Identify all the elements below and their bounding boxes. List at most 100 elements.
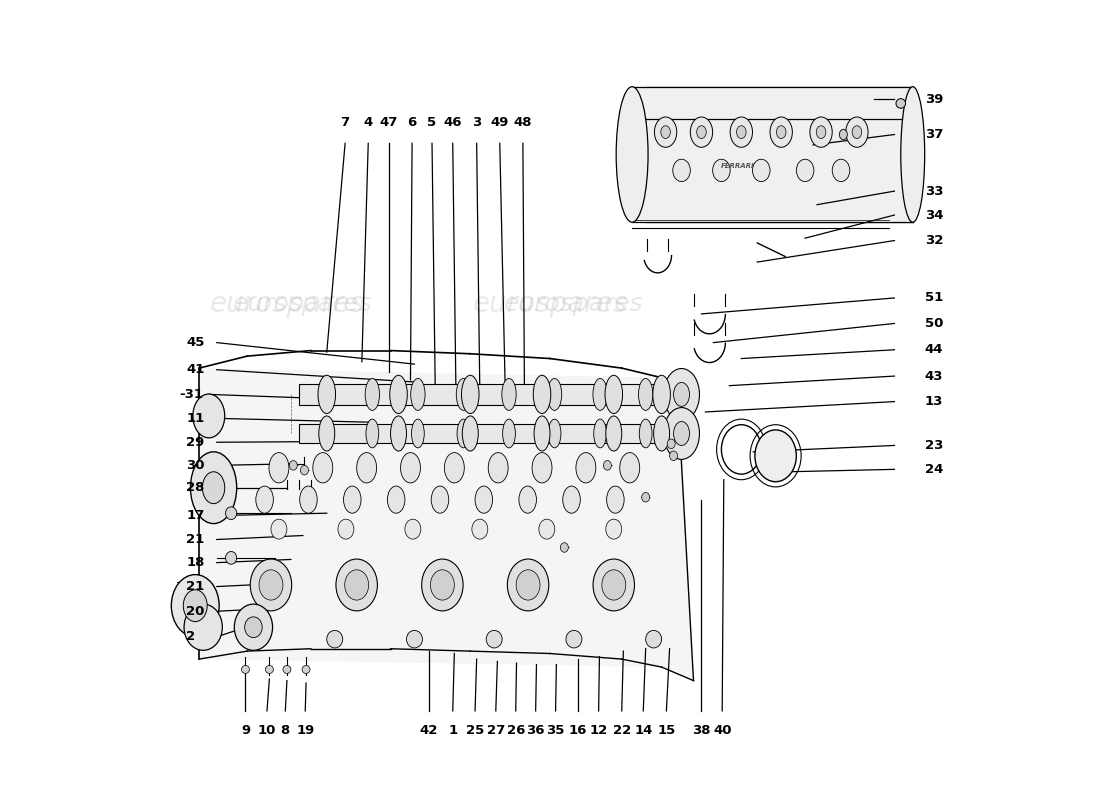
Ellipse shape bbox=[366, 419, 378, 448]
Ellipse shape bbox=[653, 416, 670, 451]
Text: 20: 20 bbox=[187, 605, 205, 618]
Ellipse shape bbox=[796, 159, 814, 182]
Ellipse shape bbox=[270, 453, 289, 483]
Ellipse shape bbox=[663, 369, 700, 420]
Ellipse shape bbox=[503, 419, 516, 448]
Ellipse shape bbox=[833, 159, 850, 182]
Ellipse shape bbox=[646, 630, 661, 648]
Ellipse shape bbox=[226, 551, 236, 564]
Ellipse shape bbox=[202, 472, 224, 504]
Ellipse shape bbox=[184, 604, 222, 650]
Ellipse shape bbox=[548, 378, 562, 410]
Ellipse shape bbox=[565, 630, 582, 648]
Ellipse shape bbox=[365, 378, 380, 410]
Ellipse shape bbox=[654, 117, 676, 147]
Text: 39: 39 bbox=[925, 93, 943, 106]
Text: 48: 48 bbox=[514, 116, 532, 129]
Text: 50: 50 bbox=[925, 317, 943, 330]
Text: eurospares: eurospares bbox=[504, 292, 644, 316]
Ellipse shape bbox=[652, 375, 670, 414]
Ellipse shape bbox=[299, 486, 317, 514]
Ellipse shape bbox=[606, 486, 624, 514]
Ellipse shape bbox=[896, 98, 905, 108]
Text: -31: -31 bbox=[179, 388, 204, 401]
Ellipse shape bbox=[852, 126, 861, 138]
Ellipse shape bbox=[405, 519, 421, 539]
Ellipse shape bbox=[602, 570, 626, 600]
Text: 23: 23 bbox=[925, 439, 943, 452]
Ellipse shape bbox=[320, 378, 334, 410]
Ellipse shape bbox=[410, 378, 425, 410]
Ellipse shape bbox=[594, 419, 606, 448]
Ellipse shape bbox=[605, 375, 623, 414]
Text: 16: 16 bbox=[569, 725, 587, 738]
Ellipse shape bbox=[258, 570, 283, 600]
Ellipse shape bbox=[839, 130, 847, 140]
Text: 26: 26 bbox=[506, 725, 525, 738]
Text: 8: 8 bbox=[280, 725, 290, 738]
Ellipse shape bbox=[661, 126, 670, 138]
Text: 15: 15 bbox=[658, 725, 675, 738]
Ellipse shape bbox=[184, 590, 207, 622]
Ellipse shape bbox=[770, 117, 792, 147]
Text: 5: 5 bbox=[428, 116, 437, 129]
FancyBboxPatch shape bbox=[299, 424, 678, 443]
Ellipse shape bbox=[616, 86, 648, 222]
Text: 27: 27 bbox=[486, 725, 505, 738]
Ellipse shape bbox=[534, 375, 551, 414]
Ellipse shape bbox=[673, 422, 690, 446]
Ellipse shape bbox=[400, 453, 420, 483]
Text: 33: 33 bbox=[925, 185, 943, 198]
Ellipse shape bbox=[234, 604, 273, 650]
Ellipse shape bbox=[673, 382, 690, 406]
Ellipse shape bbox=[563, 486, 581, 514]
Ellipse shape bbox=[190, 452, 236, 523]
Ellipse shape bbox=[606, 519, 621, 539]
Ellipse shape bbox=[462, 416, 478, 451]
Ellipse shape bbox=[535, 416, 550, 451]
Ellipse shape bbox=[810, 117, 833, 147]
Ellipse shape bbox=[604, 461, 612, 470]
Text: eurospares: eurospares bbox=[233, 468, 373, 492]
Text: 13: 13 bbox=[925, 395, 943, 408]
Ellipse shape bbox=[456, 378, 471, 410]
Ellipse shape bbox=[265, 666, 274, 674]
Ellipse shape bbox=[560, 542, 569, 552]
Ellipse shape bbox=[226, 507, 236, 519]
Ellipse shape bbox=[901, 86, 925, 222]
Text: 44: 44 bbox=[925, 343, 943, 356]
Ellipse shape bbox=[283, 666, 290, 674]
Ellipse shape bbox=[663, 407, 700, 459]
Ellipse shape bbox=[696, 126, 706, 138]
Text: 45: 45 bbox=[187, 336, 205, 349]
Text: 51: 51 bbox=[925, 291, 943, 305]
Text: 30: 30 bbox=[187, 459, 205, 472]
Ellipse shape bbox=[242, 666, 250, 674]
Text: 35: 35 bbox=[547, 725, 564, 738]
Ellipse shape bbox=[319, 416, 334, 451]
Text: 40: 40 bbox=[713, 725, 732, 738]
Text: 38: 38 bbox=[692, 725, 711, 738]
Text: 43: 43 bbox=[925, 370, 943, 382]
Text: eurospares: eurospares bbox=[472, 290, 628, 318]
Ellipse shape bbox=[431, 486, 449, 514]
Ellipse shape bbox=[302, 666, 310, 674]
Ellipse shape bbox=[343, 486, 361, 514]
Ellipse shape bbox=[390, 416, 407, 451]
Ellipse shape bbox=[475, 486, 493, 514]
Ellipse shape bbox=[593, 378, 607, 410]
Ellipse shape bbox=[407, 630, 422, 648]
Text: 10: 10 bbox=[257, 725, 276, 738]
Ellipse shape bbox=[713, 159, 730, 182]
Text: eurospares: eurospares bbox=[209, 290, 364, 318]
Ellipse shape bbox=[318, 375, 336, 414]
Ellipse shape bbox=[344, 570, 369, 600]
Ellipse shape bbox=[300, 466, 308, 475]
FancyBboxPatch shape bbox=[299, 384, 678, 405]
Ellipse shape bbox=[502, 378, 516, 410]
Ellipse shape bbox=[816, 126, 826, 138]
Text: 11: 11 bbox=[187, 412, 205, 425]
Text: 29: 29 bbox=[187, 436, 205, 449]
Ellipse shape bbox=[430, 570, 454, 600]
Text: 25: 25 bbox=[466, 725, 484, 738]
